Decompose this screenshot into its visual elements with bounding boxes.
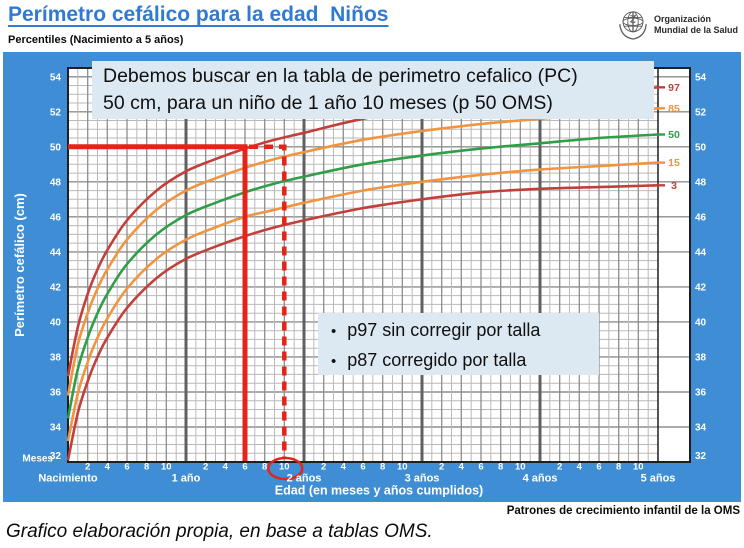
who-name-line1: Organización (653, 14, 711, 24)
note-line1: Debemos buscar en la tabla de perimetro … (103, 65, 578, 87)
bullet-dot-icon: • (331, 323, 337, 340)
who-emblem-icon (619, 11, 647, 40)
who-logo: Organización Mundial de la Salud (617, 8, 738, 42)
bullet-item-p97: • p97 sin corregir por talla (331, 316, 599, 346)
who-name-line2: Mundial de la Salud (653, 25, 738, 35)
chart-background-band (3, 52, 741, 502)
attribution-note: Grafico elaboración propia, en base a ta… (6, 521, 433, 542)
bullet-dot-icon: • (331, 353, 337, 370)
percentile-note-box: • p97 sin corregir por talla • p87 corre… (318, 313, 599, 375)
note-line2: 50 cm, para un niño de 1 año 10 meses (p… (103, 92, 553, 114)
page-title: Perímetro cefálico para la edad Niños (8, 3, 389, 26)
chart-subtitle: Percentiles (Nacimiento a 5 años) (8, 34, 184, 46)
bullet-text-p87: p87 corregido por talla (347, 350, 527, 370)
bullet-item-p87: • p87 corregido por talla (331, 346, 599, 376)
chart-source-label: Patrones de crecimiento infantil de la O… (506, 505, 740, 517)
annotation-note-box: Debemos buscar en la tabla de perimetro … (92, 61, 654, 119)
bullet-text-p97: p97 sin corregir por talla (347, 320, 541, 340)
